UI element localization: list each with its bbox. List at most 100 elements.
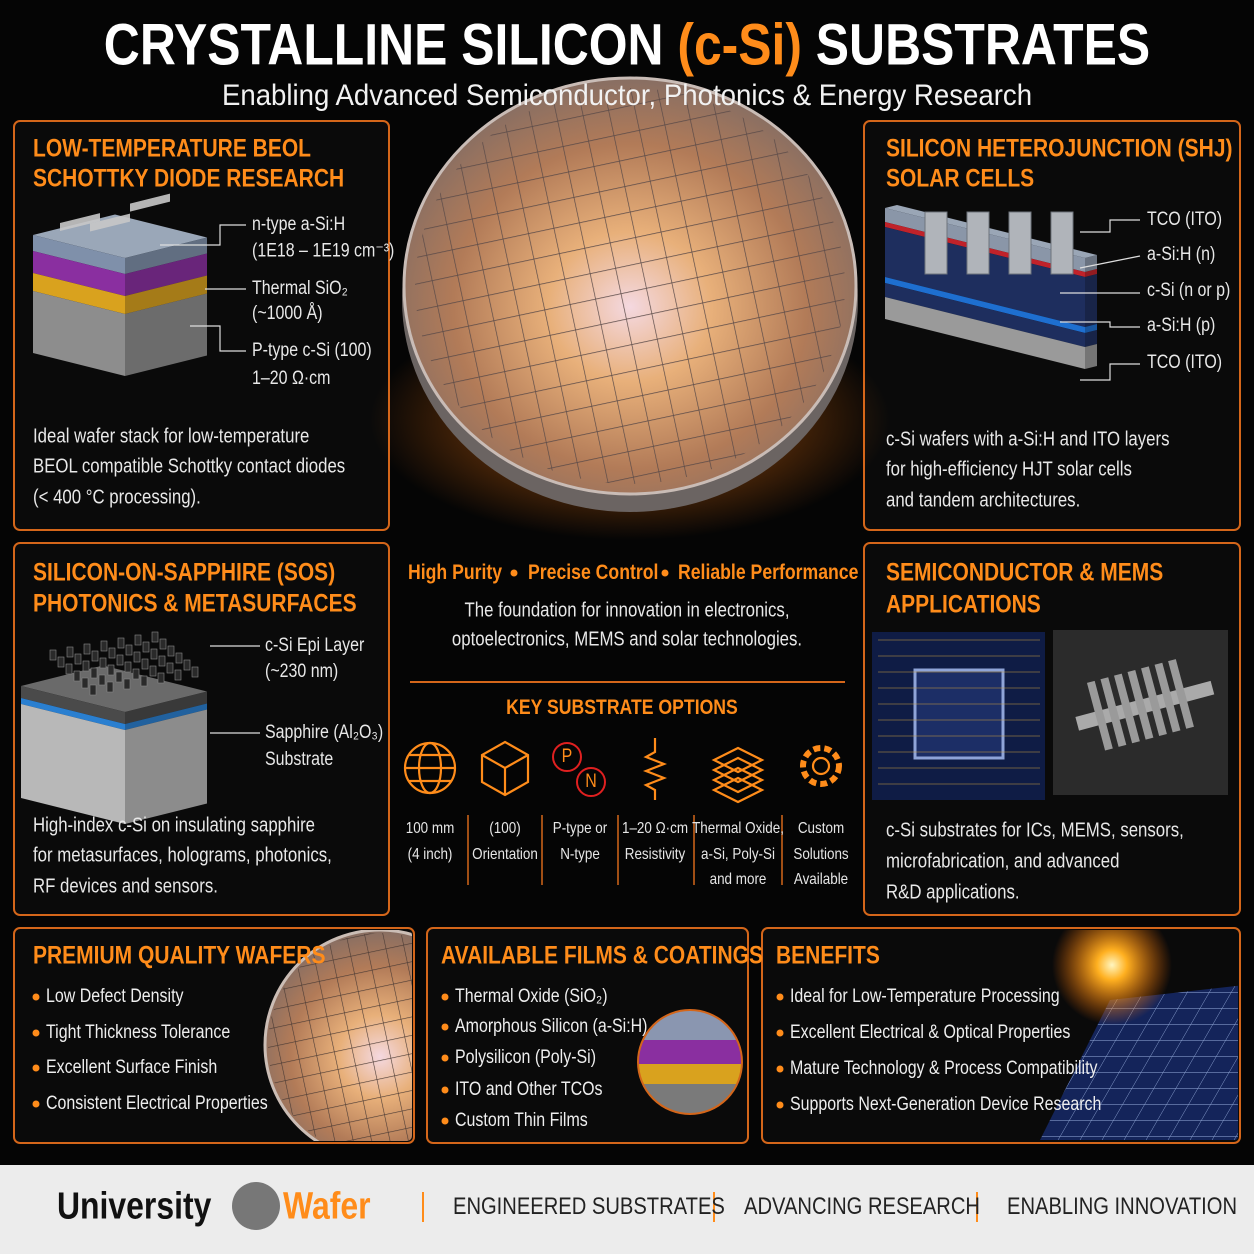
title-part: CRYSTALLINE SILICON bbox=[103, 12, 664, 78]
leader-line bbox=[1080, 363, 1140, 381]
pillar bbox=[191, 666, 199, 678]
description: (< 400 °C processing). bbox=[33, 486, 201, 509]
bullet bbox=[510, 569, 518, 577]
option-label: and more bbox=[709, 871, 767, 888]
option-label: (100) bbox=[489, 820, 521, 837]
pillar bbox=[108, 647, 116, 659]
pillar bbox=[106, 681, 114, 693]
layer-label: (1E18 – 1E19 cm⁻³) bbox=[252, 240, 395, 262]
stack-layer bbox=[125, 703, 207, 730]
pillar bbox=[174, 669, 182, 681]
list-item: Amorphous Silicon (a-Si:H) bbox=[455, 1016, 648, 1037]
brand-logo bbox=[232, 1182, 280, 1230]
stack-layer bbox=[1085, 255, 1097, 272]
layer-label: Sapphire (Al₂O₃) bbox=[265, 722, 384, 743]
pillar bbox=[100, 640, 108, 652]
list-item: Excellent Surface Finish bbox=[46, 1057, 218, 1078]
layer-label: c-Si Epi Layer bbox=[265, 635, 365, 656]
pillar bbox=[90, 667, 98, 679]
mems-comb bbox=[1100, 677, 1127, 747]
layer-label: c-Si (n or p) bbox=[1147, 280, 1231, 301]
layer-label: TCO (ITO) bbox=[1147, 352, 1223, 373]
bullet bbox=[776, 1101, 784, 1109]
option-label: Thermal Oxide, bbox=[692, 820, 784, 837]
pillar bbox=[157, 672, 165, 684]
list-item: Tight Thickness Tolerance bbox=[46, 1022, 231, 1043]
icon-pn bbox=[576, 767, 606, 797]
option-label: Resistivity bbox=[624, 845, 686, 863]
panel-title: LOW-TEMPERATURE BEOL bbox=[33, 134, 312, 163]
pillar bbox=[132, 668, 140, 680]
pillar bbox=[65, 663, 73, 675]
bullet bbox=[441, 993, 449, 1001]
pillar bbox=[99, 657, 107, 669]
option-label: 100 mm bbox=[405, 820, 455, 837]
mems-comb bbox=[1154, 662, 1181, 733]
pillar bbox=[81, 677, 89, 689]
stack-layer bbox=[1085, 269, 1097, 277]
wafer-thumb-grid bbox=[268, 933, 412, 1141]
description: High-index c-Si on insulating sapphire bbox=[33, 814, 316, 837]
bullet bbox=[32, 1064, 40, 1072]
pillar bbox=[167, 645, 175, 657]
pillar bbox=[133, 651, 141, 663]
pillar bbox=[49, 649, 57, 661]
finger bbox=[1008, 211, 1032, 275]
bullet bbox=[441, 1117, 449, 1125]
layer-label: P-type c-Si (100) bbox=[252, 340, 372, 361]
layer-label: Thermal SiO₂ bbox=[252, 278, 348, 299]
leader-line bbox=[190, 325, 246, 352]
options-title: KEY SUBSTRATE OPTIONS bbox=[506, 696, 738, 719]
mems-comb bbox=[1168, 659, 1194, 729]
panel-title: SILICON HETEROJUNCTION (SHJ) bbox=[886, 134, 1233, 163]
option-label: a-Si, Poly-Si bbox=[701, 845, 775, 863]
stack-layer bbox=[33, 251, 125, 296]
icon-layers bbox=[711, 746, 765, 774]
stack-layer bbox=[21, 704, 125, 824]
contact-pad bbox=[130, 193, 170, 212]
panel-title: AVAILABLE FILMS & COATINGS bbox=[441, 941, 763, 970]
option-label: Orientation bbox=[472, 845, 538, 863]
layer-label: TCO (ITO) bbox=[1147, 209, 1223, 230]
description: The foundation for innovation in electro… bbox=[464, 599, 790, 622]
contact-pad bbox=[60, 213, 100, 232]
footer-item: ADVANCING RESEARCH bbox=[744, 1193, 980, 1220]
layer-label: 1–20 Ω·cm bbox=[252, 368, 331, 389]
panel-title: SILICON-ON-SAPPHIRE (SOS) bbox=[33, 558, 336, 587]
pn-letter: P bbox=[561, 746, 573, 767]
stack-top bbox=[21, 665, 207, 712]
stack-layer bbox=[125, 237, 207, 274]
solar-grid bbox=[1040, 985, 1238, 1140]
option-label: Custom bbox=[797, 820, 845, 837]
finger bbox=[1050, 211, 1074, 275]
pillar bbox=[151, 631, 159, 643]
description: BEOL compatible Schottky contact diodes bbox=[33, 455, 346, 478]
pillar bbox=[89, 684, 97, 696]
icon-layers bbox=[711, 766, 765, 794]
pillar bbox=[73, 670, 81, 682]
highlight: Precise Control bbox=[528, 561, 659, 584]
list-item: Supports Next-Generation Device Research bbox=[790, 1094, 1102, 1115]
stack-layer bbox=[125, 253, 207, 296]
wafer-grid bbox=[415, 88, 845, 484]
pillar bbox=[83, 643, 91, 655]
pillar bbox=[159, 638, 167, 650]
panel-title: SOLAR CELLS bbox=[886, 164, 1035, 193]
mems-comb bbox=[1141, 666, 1167, 737]
sun bbox=[1052, 930, 1172, 1025]
icon-layers bbox=[711, 776, 765, 804]
stack-layer bbox=[1085, 344, 1097, 369]
option-label: (4 inch) bbox=[407, 845, 453, 863]
mems-comb bbox=[1127, 669, 1154, 740]
pillar bbox=[124, 661, 132, 673]
description: and tandem architectures. bbox=[886, 489, 1081, 512]
panel-title: BENEFITS bbox=[776, 941, 880, 970]
stack-layer bbox=[125, 293, 207, 376]
pillar bbox=[107, 664, 115, 676]
description: for metasurfaces, holograms, photonics, bbox=[33, 844, 332, 867]
pillar bbox=[175, 652, 183, 664]
list-item: Polysilicon (Poly-Si) bbox=[455, 1047, 597, 1068]
footer-item: ENGINEERED SUBSTRATES bbox=[453, 1193, 725, 1220]
list-item: Mature Technology & Process Compatibilit… bbox=[790, 1058, 1098, 1079]
list-item: Thermal Oxide (SiO₂) bbox=[455, 986, 608, 1007]
